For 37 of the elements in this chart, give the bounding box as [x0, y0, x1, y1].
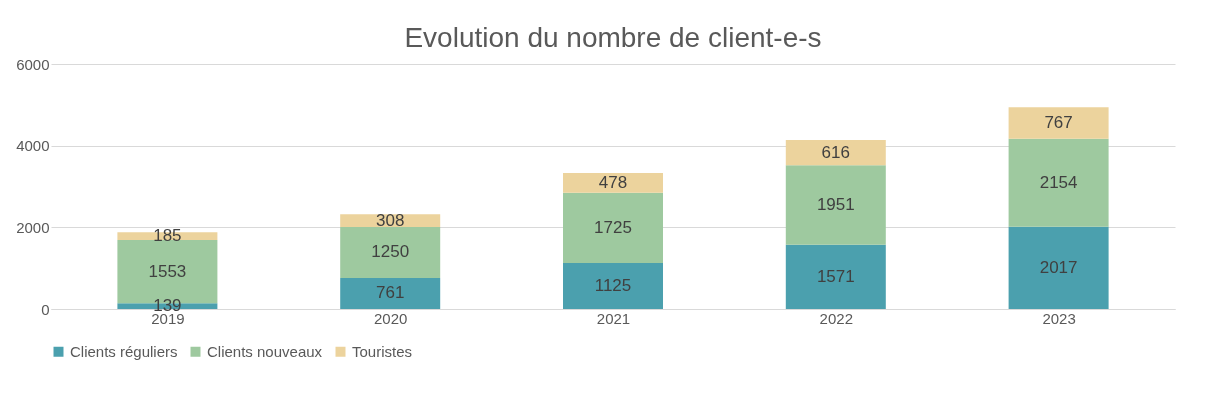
- data-label: 308: [376, 210, 405, 230]
- bar: [785, 165, 886, 245]
- data-label: 2017: [1039, 257, 1078, 277]
- y-tick-label: 0: [41, 300, 50, 318]
- y-tick-label: 4000: [16, 137, 50, 155]
- legend-label: Clients réguliers: [70, 342, 178, 360]
- data-label: 616: [821, 142, 850, 162]
- x-tick-label: 2020: [374, 309, 408, 327]
- data-label: 1553: [148, 261, 187, 281]
- bar: [785, 140, 886, 166]
- data-label: 1125: [594, 276, 632, 296]
- x-tick-label: 2023: [1042, 309, 1076, 327]
- data-label: 478: [598, 172, 628, 192]
- bar: [1008, 138, 1109, 227]
- data-label: 1951: [816, 195, 855, 215]
- data-label: 1571: [816, 266, 855, 286]
- bar: [340, 226, 441, 278]
- data-label: 185: [153, 226, 182, 246]
- y-tick-label: 2000: [16, 218, 50, 236]
- bar: [563, 173, 663, 193]
- bar: [340, 277, 441, 309]
- x-tick-label: 2021: [596, 309, 631, 327]
- y-tick-label: 6000: [16, 55, 50, 73]
- bar: [563, 263, 663, 309]
- bar: [785, 244, 886, 309]
- legend-label: Touristes: [352, 342, 413, 360]
- data-label: 2154: [1039, 172, 1078, 192]
- bar: [1008, 107, 1109, 139]
- data-label: 1250: [371, 242, 410, 262]
- x-tick-label: 2022: [819, 309, 853, 327]
- data-label: 1725: [594, 217, 632, 237]
- bar: [563, 192, 663, 264]
- data-label: 767: [1044, 113, 1073, 133]
- chart-title: Evolution du nombre de client-e-s: [404, 22, 822, 53]
- data-label: 761: [376, 283, 405, 303]
- legend-label: Clients nouveaux: [207, 342, 323, 360]
- bar: [1008, 226, 1109, 309]
